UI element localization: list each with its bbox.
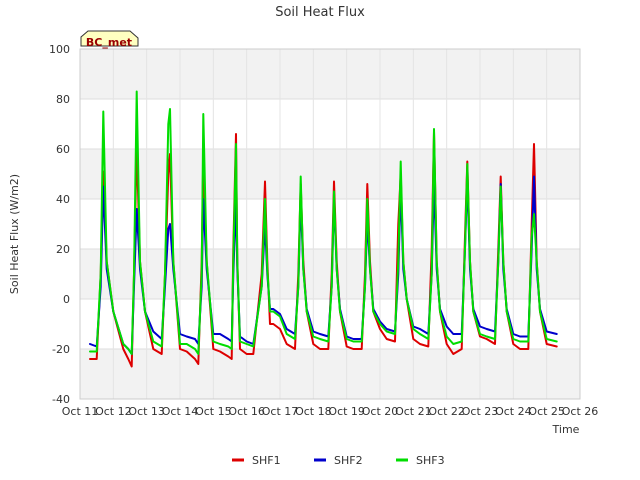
x-tick-label: Oct 13 xyxy=(128,405,165,418)
x-tick-label: Oct 23 xyxy=(462,405,499,418)
plot-area-background xyxy=(80,49,580,399)
y-tick-label: -20 xyxy=(52,343,70,356)
x-axis-label: Time xyxy=(552,423,580,436)
x-tick-label: Oct 26 xyxy=(562,405,599,418)
x-tick-label: Oct 25 xyxy=(528,405,565,418)
x-tick-label: Oct 11 xyxy=(62,405,99,418)
x-tick-label: Oct 21 xyxy=(395,405,432,418)
x-tick-label: Oct 19 xyxy=(328,405,365,418)
x-tick-label: Oct 22 xyxy=(428,405,465,418)
legend-label-shf2: SHF2 xyxy=(334,454,363,467)
x-tick-label: Oct 18 xyxy=(295,405,332,418)
grid-band xyxy=(80,349,580,399)
annotation-box: BC_met xyxy=(80,30,139,49)
grid-band xyxy=(80,49,580,99)
series-line-shf3 xyxy=(89,90,558,355)
y-tick-label: 100 xyxy=(49,43,70,56)
y-tick-label: -40 xyxy=(52,393,70,406)
y-tick-label: 40 xyxy=(56,193,70,206)
y-tick-label: 60 xyxy=(56,143,70,156)
x-tick-label: Oct 20 xyxy=(362,405,399,418)
annotation-label: BC_met xyxy=(86,36,132,49)
x-tick-label: Oct 14 xyxy=(162,405,199,418)
x-tick-label: Oct 16 xyxy=(228,405,265,418)
plot-area-border xyxy=(79,48,581,400)
y-axis-label: Soil Heat Flux (W/m2) xyxy=(8,174,21,294)
series-lines xyxy=(89,90,558,368)
grid-band xyxy=(80,149,580,199)
legend-label-shf1: SHF1 xyxy=(252,454,281,467)
x-tick-label: Oct 24 xyxy=(495,405,532,418)
y-tick-label: 0 xyxy=(63,293,70,306)
x-tick-label: Oct 17 xyxy=(262,405,299,418)
legend-label-shf3: SHF3 xyxy=(416,454,445,467)
y-tick-label: 80 xyxy=(56,93,70,106)
x-tick-label: Oct 12 xyxy=(95,405,132,418)
chart-title: Soil Heat Flux xyxy=(275,5,365,20)
y-axis-ticks: -40 -20 0 20 40 60 80 100 xyxy=(49,43,70,406)
x-tick-label: Oct 15 xyxy=(195,405,232,418)
y-tick-label: 20 xyxy=(56,243,70,256)
legend: SHF1 SHF2 SHF3 xyxy=(232,454,445,467)
